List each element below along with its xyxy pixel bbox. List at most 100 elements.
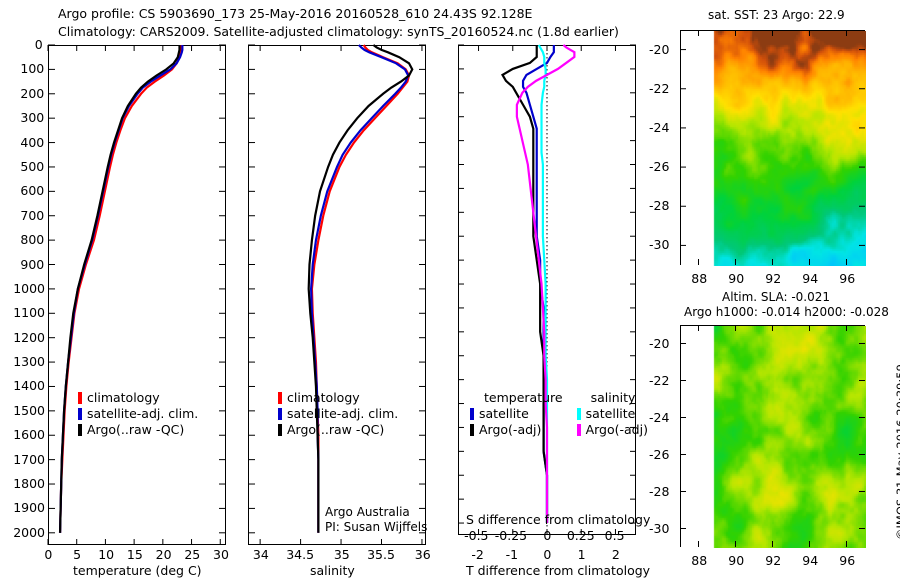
legend-swatch [278, 424, 282, 436]
temperature-ytick-400: 400 [20, 134, 45, 150]
temperature-xtick-0: 0 [44, 547, 53, 562]
temperature-ytick-1400: 1400 [13, 378, 45, 394]
difference-series-1 [501, 45, 549, 524]
difference-ttick-1: 1 [577, 547, 586, 562]
sst-map-ytick--30: -30 [649, 237, 670, 253]
legend-swatch [278, 392, 282, 404]
temperature-ytick-1000: 1000 [13, 280, 45, 296]
sla-map-title-line1: Altim. SLA: -0.021 [722, 290, 831, 304]
difference-legend-item-1-0: salinity [577, 390, 648, 406]
legend-label: Argo(..raw -QC) [287, 422, 385, 437]
difference-series-3 [515, 44, 576, 524]
sst-map-xtick-96: 96 [839, 271, 856, 286]
temperature-ytick-1700: 1700 [13, 451, 45, 467]
sst-map-xtick-94: 94 [802, 271, 819, 286]
sla-map-frame [680, 325, 866, 548]
temperature-ytick-1300: 1300 [13, 354, 45, 370]
difference-stick-0.5: 0.5 [604, 528, 625, 543]
salinity-xtick-36: 36 [414, 547, 431, 562]
temperature-xtick-10: 10 [98, 547, 115, 562]
legend-swatch [470, 424, 474, 436]
salinity-plot-area [248, 44, 426, 545]
salinity-xtick-35.5: 35.5 [367, 547, 395, 562]
sst-map-ytick--24: -24 [649, 119, 670, 135]
temperature-ytick-700: 700 [20, 207, 45, 223]
salinity-series-2 [307, 44, 414, 533]
sla-map-ticks [680, 325, 865, 547]
temperature-ytick-200: 200 [20, 85, 45, 101]
difference-legend-item-0-0: temperature [470, 390, 563, 406]
sst-map-ytick--28: -28 [649, 198, 670, 214]
temperature-ytick-500: 500 [20, 158, 45, 174]
legend-label: satellite [585, 406, 636, 421]
legend-swatch [278, 408, 282, 420]
salinity-legend: climatology satellite-adj. clim. Argo(..ra… [278, 390, 398, 438]
legend-swatch [78, 408, 82, 420]
difference-legend-item-1-1: satellite [576, 406, 648, 422]
temperature-ytick-1900: 1900 [13, 500, 45, 516]
temperature-legend-item-2: Argo(..raw -QC) [78, 422, 198, 438]
sst-map-ticks [680, 30, 865, 265]
sst-map-ytick--22: -22 [649, 80, 670, 96]
legend-label: satellite-adj. clim. [87, 406, 199, 421]
temperature-ytick-1200: 1200 [13, 329, 45, 345]
sla-map-ytick--26: -26 [649, 446, 670, 462]
temperature-xtick-25: 25 [184, 547, 201, 562]
difference-s-axis-title: S difference from climatology [466, 512, 651, 527]
difference-legend-item-0-2: Argo(-adj) [470, 422, 563, 438]
salinity-series-0 [310, 44, 411, 533]
sla-map-xtick-88: 88 [691, 553, 708, 568]
salinity-legend-item-2: Argo(..raw -QC) [278, 422, 398, 438]
legend-swatch [576, 408, 581, 420]
sst-heatmap [681, 31, 866, 266]
temperature-x-axis-title: temperature (deg C) [73, 563, 202, 578]
difference-ttick--1: -1 [505, 547, 519, 562]
salinity-legend-item-1: satellite-adj. clim. [278, 406, 398, 422]
difference-legend-item-0-1: satellite [470, 406, 563, 422]
difference-ttick-0: 0 [543, 547, 552, 562]
temperature-legend: climatology satellite-adj. clim. Argo(..ra… [78, 390, 198, 438]
temperature-series-2 [58, 45, 181, 533]
sla-map-ytick--24: -24 [649, 409, 670, 425]
difference-stick-0: 0 [543, 528, 552, 543]
temperature-xtick-5: 5 [73, 547, 82, 562]
legend-label: satellite-adj. clim. [287, 406, 399, 421]
temperature-ytick-1100: 1100 [13, 305, 45, 321]
sla-map-title-line2: Argo h1000: -0.014 h2000: -0.028 [684, 305, 889, 319]
legend-label: Argo(-adj) [585, 422, 648, 437]
sla-map-xtick-90: 90 [728, 553, 745, 568]
difference-legend-column-0: temperature satellite Argo(-adj) [470, 390, 563, 438]
sla-map-xtick-96: 96 [839, 553, 856, 568]
sst-map-ytick--26: -26 [649, 159, 670, 175]
difference-series-2 [537, 44, 549, 524]
sla-map-ytick--20: -20 [649, 335, 670, 351]
sla-map-ytick--22: -22 [649, 372, 670, 388]
difference-plot-area [458, 44, 636, 535]
legend-label: climatology [87, 390, 160, 405]
sst-map-title: sat. SST: 23 Argo: 22.9 [708, 8, 845, 22]
temperature-legend-item-1: satellite-adj. clim. [78, 406, 198, 422]
sla-heatmap [681, 326, 866, 548]
difference-ttick-2: 2 [611, 547, 620, 562]
difference-stick--0.5: -0.5 [464, 528, 489, 543]
temperature-ytick-0: 0 [34, 37, 43, 52]
legend-swatch [78, 424, 82, 436]
figure-title-line1: Argo profile: CS 5903690_173 25-May-2016… [58, 6, 533, 21]
temperature-ytick-600: 600 [20, 183, 45, 199]
temperature-ytick-300: 300 [20, 110, 45, 126]
sla-map-ytick--30: -30 [649, 520, 670, 536]
difference-legend-column-1: salinity satellite Argo(-adj) [576, 390, 648, 438]
salinity-xtick-34.5: 34.5 [286, 547, 315, 562]
salinity-panel [248, 45, 426, 545]
legend-swatch [470, 408, 474, 420]
legend-label: Argo(..raw -QC) [87, 422, 185, 437]
sst-map-ytick--20: -20 [649, 41, 670, 57]
imos-credit: ©IMOS 31-May-2016 20:39:59 [894, 364, 900, 540]
temperature-plot-area [47, 44, 226, 545]
temperature-ytick-1600: 1600 [13, 427, 45, 443]
difference-series-0 [521, 45, 555, 524]
difference-stick--0.25: -0.25 [494, 528, 528, 543]
temperature-legend-item-0: climatology [78, 390, 198, 406]
salinity-xtick-34: 34 [252, 547, 269, 562]
